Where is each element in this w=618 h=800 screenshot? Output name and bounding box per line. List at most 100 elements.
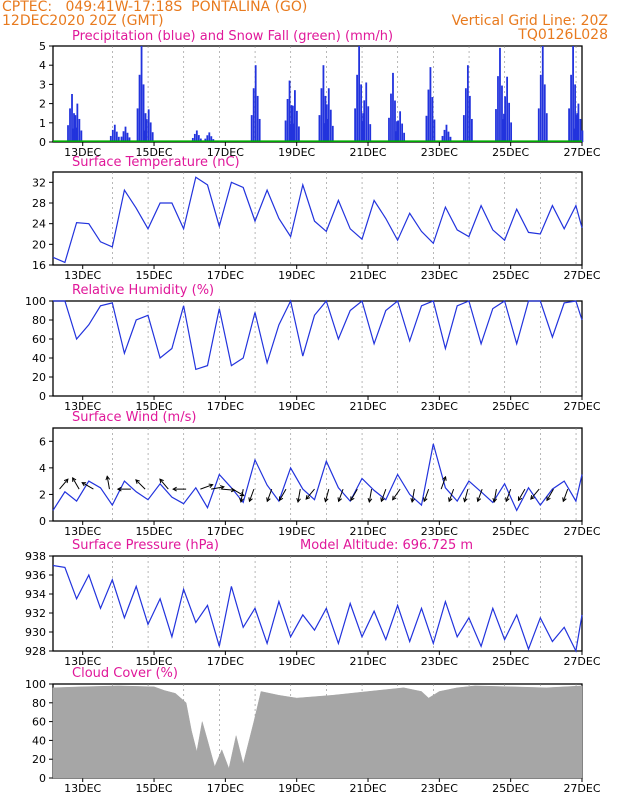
precip-bar	[73, 113, 75, 142]
precip-bar	[149, 122, 152, 142]
wind-arrow	[350, 488, 358, 501]
y-tick-label: 934	[25, 588, 46, 601]
precip-bar	[138, 74, 141, 142]
wind-arrow-head	[350, 496, 355, 502]
wind-arrow	[392, 488, 401, 501]
precip-bar	[572, 46, 574, 142]
precip-bar	[197, 135, 200, 142]
y-tick-label: 60	[32, 716, 46, 729]
precip-bar	[136, 108, 139, 142]
wind-arrow	[505, 488, 512, 502]
precip-bar	[318, 115, 321, 142]
y-tick-label: 0	[39, 772, 46, 785]
wind-arrow-head	[380, 497, 385, 503]
y-tick-label: 20	[32, 753, 46, 766]
vertical-grid-note: Vertical Grid Line: 20Z	[451, 13, 608, 29]
precip-bar	[329, 109, 332, 142]
x-tick-label: 13DEC	[64, 400, 101, 413]
precip-bar	[403, 132, 406, 142]
precip-bar	[504, 96, 507, 142]
y-tick-label: 5	[39, 40, 46, 53]
wind-arrow	[159, 478, 169, 490]
precip-bar	[395, 131, 398, 142]
wind-arrow	[248, 488, 255, 502]
wind-arrow	[200, 484, 213, 490]
x-tick-label: 25DEC	[492, 269, 529, 282]
precip-bar	[204, 138, 207, 142]
y-tick-label: 32	[32, 176, 46, 189]
x-tick-label: 21DEC	[349, 400, 386, 413]
y-tick-label: 40	[32, 352, 46, 365]
wind-arrow	[411, 489, 415, 503]
x-tick-label: 25DEC	[492, 782, 529, 795]
wind-arrow	[477, 488, 483, 502]
precip-bar	[147, 109, 150, 142]
wind-arrow	[423, 488, 430, 502]
precip-bar	[537, 108, 540, 142]
x-tick-label: 19DEC	[278, 655, 315, 668]
wind-arrow	[106, 476, 110, 490]
x-tick-label: 27DEC	[563, 146, 600, 159]
wind-arrow-head	[248, 497, 253, 503]
x-tick-label: 17DEC	[207, 782, 244, 795]
y-tick-label: 80	[32, 314, 46, 327]
x-tick-label: 23DEC	[421, 400, 458, 413]
precip-bar	[443, 129, 446, 142]
x-tick-label: 19DEC	[278, 400, 315, 413]
y-tick-label: 4	[39, 59, 46, 72]
precip-bar	[570, 74, 572, 142]
precip-bar	[579, 118, 582, 142]
precip-bar	[358, 46, 361, 142]
precip-bar	[67, 125, 69, 142]
x-tick-label: 23DEC	[421, 525, 458, 538]
precip-bar	[122, 131, 125, 142]
wind-arrow-head	[323, 497, 329, 503]
precip-bar	[284, 120, 287, 142]
precip-bar	[250, 115, 253, 142]
wind-arrow-head	[517, 496, 523, 502]
wind-arrow	[324, 488, 330, 502]
precip-bar	[369, 124, 372, 142]
x-tick-label: 15DEC	[135, 782, 172, 795]
precip-bar	[543, 84, 546, 142]
y-tick-label: 20	[32, 238, 46, 251]
precip-bar	[464, 88, 467, 142]
x-tick-label: 27DEC	[563, 525, 600, 538]
precip-bar	[128, 137, 131, 142]
precip-bar	[140, 46, 143, 142]
wind-arrow	[338, 488, 344, 502]
x-tick-label: 25DEC	[492, 146, 529, 159]
precip-bar	[143, 130, 146, 142]
precip-bar	[294, 90, 296, 142]
precip-bar	[258, 118, 261, 142]
y-tick-label: 932	[25, 607, 46, 620]
wind-arrow-head	[116, 486, 122, 492]
x-tick-label: 13DEC	[64, 525, 101, 538]
precip-bar	[71, 94, 73, 142]
precip-bar	[363, 100, 366, 142]
x-tick-label: 21DEC	[349, 655, 386, 668]
x-tick-label: 25DEC	[492, 525, 529, 538]
wind-arrow	[279, 488, 287, 501]
precip-bar	[495, 109, 497, 142]
precip-bar	[292, 105, 294, 142]
y-tick-label: 60	[32, 333, 46, 346]
wind-arrow	[546, 488, 554, 501]
precip-bar	[298, 126, 300, 142]
wind-arrow-head	[266, 497, 271, 503]
wind-arrow-head	[492, 497, 498, 503]
x-tick-label: 13DEC	[64, 146, 101, 159]
panel-frame	[52, 555, 583, 652]
wind-arrow-head	[476, 497, 482, 503]
x-tick-label: 21DEC	[349, 269, 386, 282]
panel-title: Surface Wind (m/s)	[72, 410, 196, 425]
cloud-cover-area	[52, 685, 583, 779]
y-tick-label: 938	[25, 550, 46, 563]
precip-bar	[142, 84, 145, 142]
precip-bar	[80, 130, 83, 142]
precip-bar	[113, 124, 116, 142]
precip-bar	[354, 108, 357, 142]
wind-arrow-head	[505, 497, 510, 503]
precip-bar	[367, 106, 370, 142]
